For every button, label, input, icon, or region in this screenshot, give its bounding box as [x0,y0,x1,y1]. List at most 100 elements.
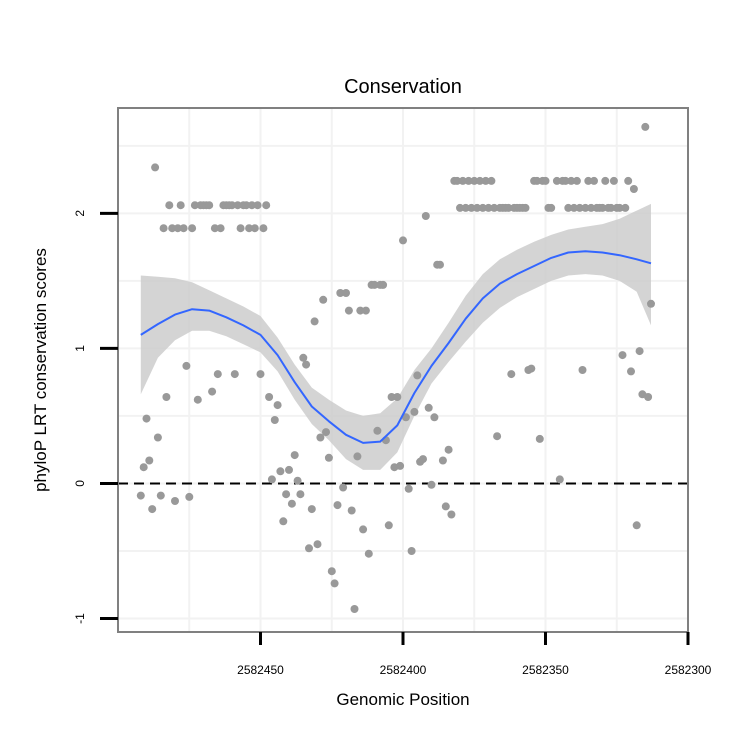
data-point [256,370,265,379]
data-point [156,491,165,500]
data-point [547,203,556,212]
data-point [305,544,313,553]
data-point [396,461,405,470]
data-point [373,426,382,435]
data-point [430,413,439,422]
data-point [370,280,379,289]
data-point [307,505,316,514]
data-point [205,201,214,210]
data-point [632,521,641,530]
y-tick-label: -1 [73,613,87,624]
data-point [359,525,368,534]
data-point [644,393,653,401]
data-point [401,413,410,422]
data-point [210,224,219,233]
data-point [270,416,279,424]
x-tick-label: 2582350 [522,663,569,677]
data-point [159,224,168,233]
data-point [473,203,482,212]
y-tick-label: 0 [73,480,87,487]
chart-title: Conservation [344,76,462,98]
data-point [535,434,544,443]
data-point [188,224,197,233]
data-point [453,176,462,185]
data-point [173,224,182,233]
data-point [213,370,222,379]
grid-lines [118,108,688,632]
data-point [552,176,561,185]
data-point [176,201,185,210]
data-point [296,490,305,499]
data-point [487,176,496,185]
data-point [507,370,516,379]
data-point [521,203,530,212]
data-point [441,502,450,511]
data-point [490,203,499,212]
data-point [190,201,199,210]
data-point [253,201,262,210]
data-point [342,289,350,297]
y-axis-title: phyloP LRT conservation scores [31,248,50,492]
data-point [567,176,576,185]
data-point [290,451,299,460]
data-point [635,347,644,356]
data-point [618,351,627,360]
data-point [587,203,596,212]
data-point [361,306,370,315]
data-point [216,224,225,233]
data-point [267,475,276,484]
data-point [302,360,311,369]
data-point [584,176,593,185]
data-point [419,455,427,464]
data-point [171,497,179,505]
data-point [182,361,191,370]
data-point [493,432,502,441]
data-point [153,433,162,442]
data-point [627,367,635,376]
data-point [436,260,444,269]
data-point [287,499,296,508]
x-tick-label: 2582450 [237,663,284,677]
data-point [299,353,308,362]
data-point [193,395,202,404]
data-point [250,224,259,233]
data-point [347,506,356,515]
data-point [478,203,487,212]
data-point [615,203,624,212]
data-point [641,122,650,131]
x-tick-label: 2582400 [380,663,427,677]
data-point [458,176,467,185]
data-point [285,465,293,474]
data-point [339,483,348,492]
data-point [168,224,177,233]
x-axis: 2582450 2582400 2582350 2582300 [237,632,712,677]
data-points [136,122,655,613]
data-point [319,295,328,304]
data-point [399,236,407,245]
data-point [350,605,359,613]
data-point [316,433,325,442]
data-point [139,463,148,472]
data-point [555,475,564,484]
data-point [504,203,513,212]
data-point [564,203,573,212]
data-point [145,456,154,465]
data-point [324,453,333,462]
data-point [165,201,174,210]
data-point [330,579,339,588]
data-point [179,224,188,233]
data-point [162,393,171,401]
data-point [475,176,484,185]
data-point [575,203,584,212]
data-point [327,567,336,576]
data-point [364,549,373,558]
data-point [356,306,365,315]
data-point [336,289,345,297]
data-point [313,540,322,549]
x-tick-label: 2582300 [665,663,712,677]
data-point [208,387,217,396]
data-point [247,201,256,210]
data-point [621,203,630,212]
data-point [379,280,388,289]
